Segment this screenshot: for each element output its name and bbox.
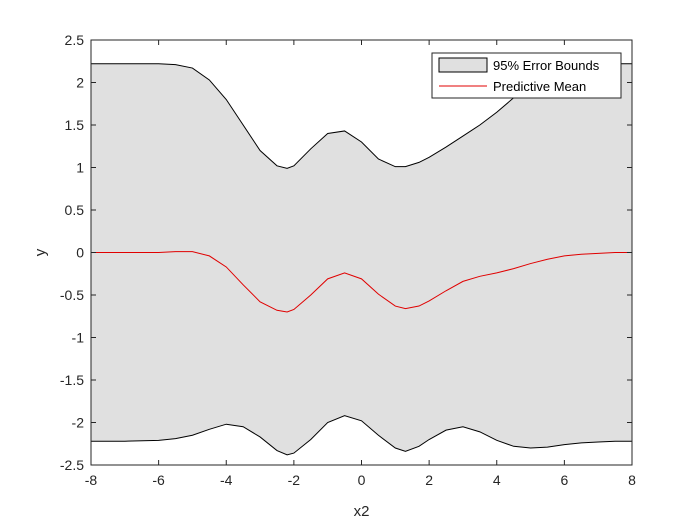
x-tick-label: -6 [152, 472, 165, 488]
lower-bound-line [91, 415, 632, 456]
error-band-area [91, 63, 632, 455]
x-tick-label: -8 [85, 472, 98, 488]
y-tick-label: 1 [76, 160, 84, 176]
y-tick-label: 0 [76, 245, 84, 261]
y-tick-label: 1.5 [65, 117, 85, 133]
y-tick-label: 0.5 [65, 202, 85, 218]
y-tick-label: -1.5 [60, 372, 84, 388]
x-tick-label: 6 [560, 472, 568, 488]
y-tick-label: -1 [72, 330, 85, 346]
x-tick-label: -2 [288, 472, 301, 488]
x-axis-label: x2 [354, 503, 370, 520]
y-tick-label: -0.5 [60, 287, 84, 303]
x-tick-label: 8 [628, 472, 636, 488]
x-tick-label: -4 [220, 472, 233, 488]
x-tick-label: 4 [493, 472, 501, 488]
y-axis-label: y [32, 248, 49, 256]
legend-swatch-error-bounds [438, 57, 488, 73]
y-tick-label: -2.5 [60, 457, 84, 473]
tick-layer: -8 -6 -4 -2 0 2 4 6 8 -2.5 -2 -1.5 -1 -0.5 0 0.5 1 1.5 2 2.… [60, 32, 636, 488]
predictive-mean-line [91, 251, 632, 313]
x-tick-label: 2 [425, 472, 433, 488]
y-tick-label: 2 [76, 75, 84, 91]
y-tick-label: 2.5 [65, 32, 85, 48]
y-tick-label: -2 [72, 415, 85, 431]
legend-label-error-bounds: 95% Error Bounds [493, 58, 600, 73]
legend: 95% Error Bounds Predictive Mean [431, 52, 622, 99]
legend-label-predictive-mean: Predictive Mean [493, 79, 586, 94]
x-tick-label: 0 [358, 472, 366, 488]
